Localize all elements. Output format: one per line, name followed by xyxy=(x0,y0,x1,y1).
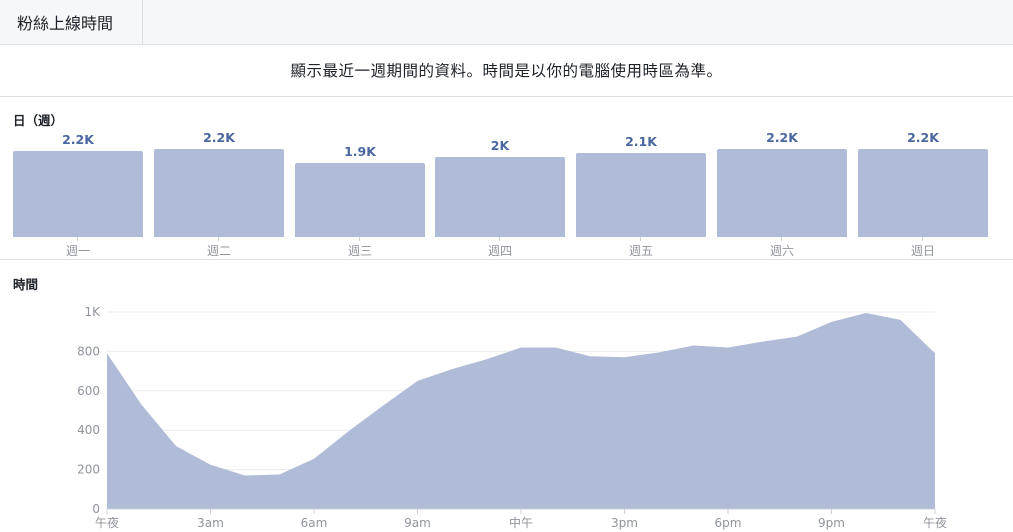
day-bar[interactable] xyxy=(435,157,565,237)
x-tick-label: 9pm xyxy=(818,516,845,530)
y-tick-label: 600 xyxy=(77,384,100,398)
day-bar-group: 2.2K 週日 xyxy=(858,125,988,260)
day-value-label: 2.1K xyxy=(625,134,657,149)
day-bar[interactable] xyxy=(295,163,425,237)
day-bar-group: 1.9K 週三 xyxy=(295,125,425,260)
x-tick xyxy=(922,237,923,241)
day-bar[interactable] xyxy=(858,149,988,237)
day-bar[interactable] xyxy=(717,149,847,237)
x-tick xyxy=(218,237,219,241)
day-category-label: 週六 xyxy=(769,244,794,258)
day-chart-title: 日（週） xyxy=(13,113,64,128)
day-bar-group: 2.2K 週二 xyxy=(154,125,284,260)
day-bar-group: 2.2K 週一 xyxy=(13,125,143,260)
day-value-label: 1.9K xyxy=(344,144,376,159)
y-tick-label: 400 xyxy=(77,423,100,437)
x-tick-label: 9am xyxy=(404,516,431,530)
day-category-label: 週一 xyxy=(65,244,90,258)
y-tick-label: 800 xyxy=(77,344,100,358)
x-tick-label: 6am xyxy=(301,516,328,530)
day-bar-group: 2K 週四 xyxy=(435,125,565,260)
day-category-label: 週日 xyxy=(910,244,935,258)
day-category-label: 週四 xyxy=(487,244,512,258)
day-value-label: 2K xyxy=(490,138,510,153)
day-category-label: 週五 xyxy=(628,244,653,258)
day-value-label: 2.2K xyxy=(62,132,94,147)
tab-label: 粉絲上線時間 xyxy=(17,14,114,33)
x-tick-label: 3pm xyxy=(611,516,638,530)
x-tick-label: 6pm xyxy=(715,516,742,530)
divider xyxy=(0,259,1013,260)
day-bar[interactable] xyxy=(154,149,284,237)
x-tick xyxy=(359,237,360,241)
x-tick xyxy=(499,237,500,241)
day-value-label: 2.2K xyxy=(766,130,798,145)
day-category-label: 週三 xyxy=(347,244,372,258)
day-bar-group: 2.2K 週六 xyxy=(717,125,847,260)
x-tick xyxy=(781,237,782,241)
day-bar[interactable] xyxy=(576,153,706,237)
divider xyxy=(0,96,1013,97)
x-tick-label: 午夜 xyxy=(923,515,947,530)
x-tick-label: 午夜 xyxy=(95,515,119,530)
day-value-label: 2.2K xyxy=(203,130,235,145)
hourly-area-series xyxy=(107,313,935,509)
timezone-notice: 顯示最近一週期間的資料。時間是以你的電腦使用時區為準。 xyxy=(290,62,723,80)
day-bar[interactable] xyxy=(13,151,143,237)
tab-fans-online-time[interactable]: 粉絲上線時間 xyxy=(0,0,143,44)
hour-of-day-chart: 0 200 400 600 800 1K 午夜 3am 6am 9am 中午 3pm 6pm 9pm 午夜 xyxy=(77,305,947,530)
day-category-label: 週二 xyxy=(206,244,231,258)
x-tick xyxy=(640,237,641,241)
y-tick-label: 200 xyxy=(77,463,100,477)
x-tick-label: 中午 xyxy=(509,515,533,530)
x-tick xyxy=(77,237,78,241)
hour-chart-title: 時間 xyxy=(13,277,39,292)
x-tick-label: 3am xyxy=(197,516,224,530)
day-value-label: 2.2K xyxy=(907,130,939,145)
y-tick-label: 0 xyxy=(92,502,100,516)
tab-bar: 粉絲上線時間 xyxy=(0,0,1013,45)
day-bar-group: 2.1K 週五 xyxy=(576,125,706,260)
y-tick-label: 1K xyxy=(84,305,101,319)
